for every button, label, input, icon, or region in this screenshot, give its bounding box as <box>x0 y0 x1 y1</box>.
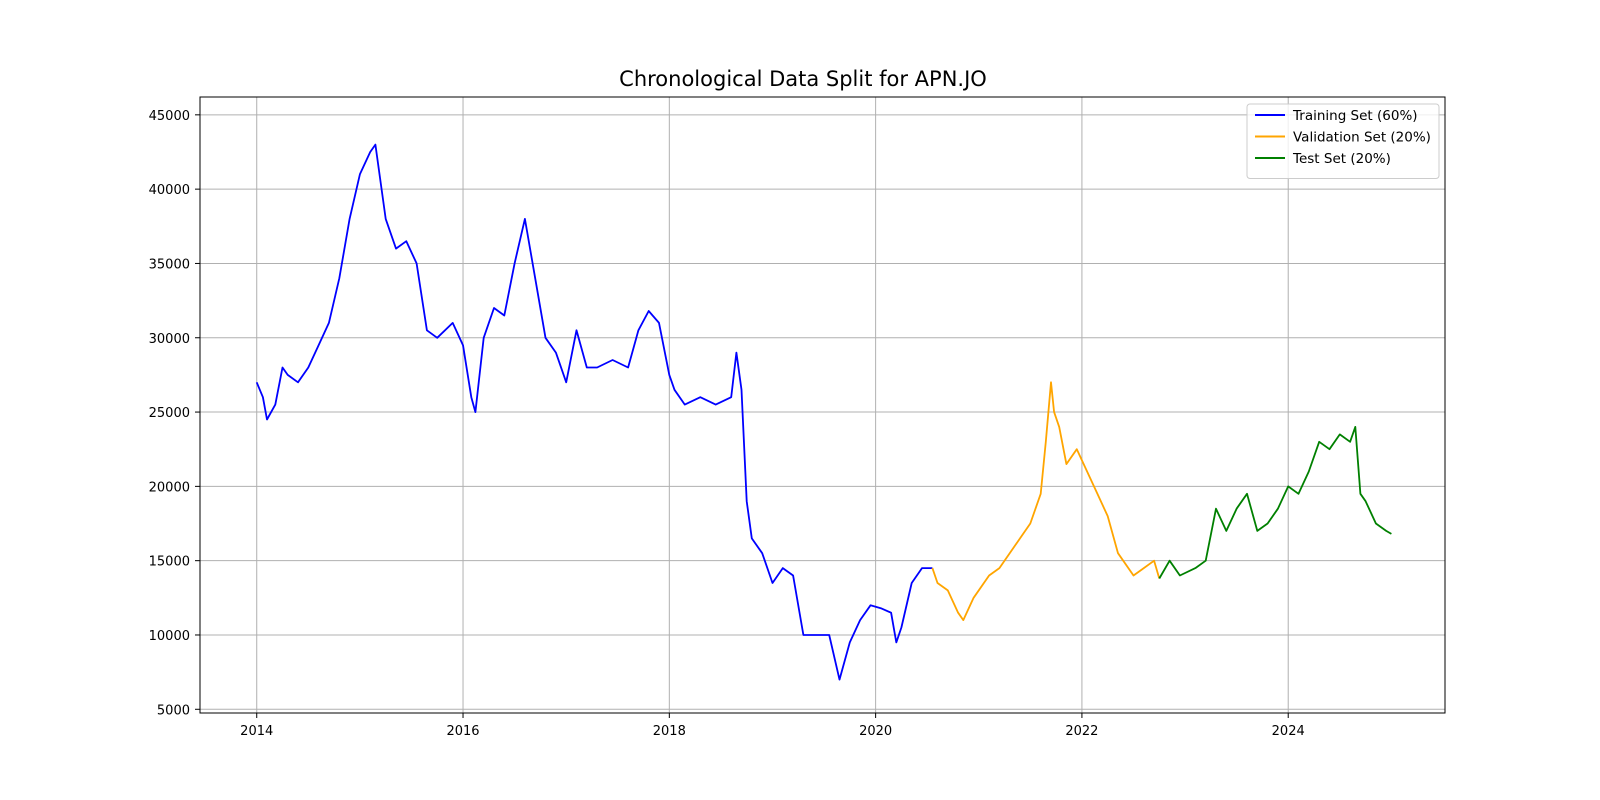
y-tick-label: 40000 <box>149 183 190 198</box>
grid-lines <box>200 97 1445 713</box>
y-tick-label: 45000 <box>149 109 190 124</box>
x-tick-label: 2018 <box>653 724 686 739</box>
chart-title: Chronological Data Split for APN.JO <box>619 67 987 91</box>
legend-label-1: Validation Set (20%) <box>1293 130 1431 146</box>
series-line-0 <box>255 143 933 681</box>
legend-label-2: Test Set (20%) <box>1292 151 1391 167</box>
series-line-1 <box>931 381 1161 621</box>
series-line-2 <box>1158 425 1392 579</box>
y-tick-label: 25000 <box>149 406 190 421</box>
y-tick-label: 10000 <box>149 629 190 644</box>
legend-label-0: Training Set (60%) <box>1292 108 1418 124</box>
y-tick-label: 5000 <box>157 703 190 718</box>
series-lines <box>255 143 1392 681</box>
x-tick-label: 2014 <box>240 724 273 739</box>
y-tick-label: 30000 <box>149 332 190 347</box>
y-axis-ticks: 5000 10000 15000 20000 25000 30000 35000 40000 4… <box>149 109 200 718</box>
plot-area-frame <box>199 96 1446 714</box>
x-tick-label: 2020 <box>859 724 892 739</box>
y-tick-label: 20000 <box>149 480 190 495</box>
x-axis-ticks: 2014 2016 2018 2020 2022 2024 <box>240 713 1305 739</box>
x-tick-label: 2022 <box>1065 724 1098 739</box>
y-tick-label: 15000 <box>149 555 190 570</box>
x-tick-label: 2016 <box>446 724 479 739</box>
y-tick-label: 35000 <box>149 257 190 272</box>
legend: Training Set (60%) Validation Set (20%) Te… <box>1246 103 1440 179</box>
legend-box <box>1246 103 1440 179</box>
x-tick-label: 2024 <box>1272 724 1305 739</box>
